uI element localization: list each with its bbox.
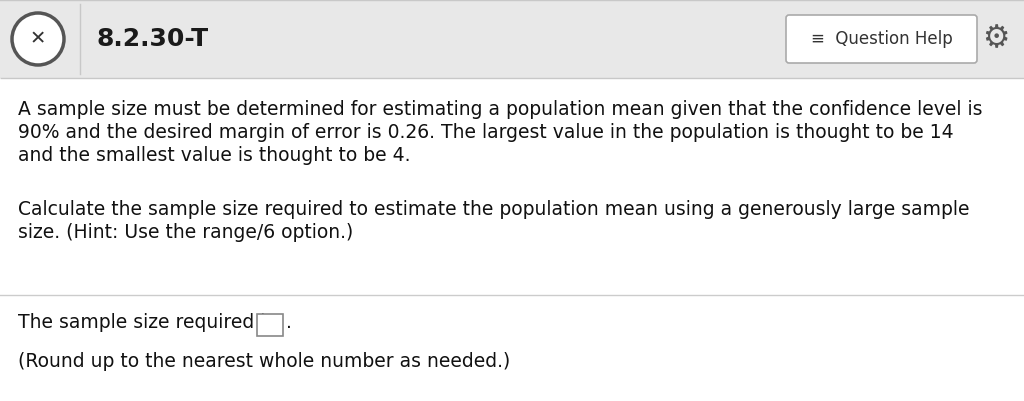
Text: ✕: ✕ (30, 30, 46, 49)
Bar (257, 314, 284, 336)
FancyBboxPatch shape (786, 15, 977, 63)
Text: and the smallest value is thought to be 4.: and the smallest value is thought to be … (18, 146, 411, 165)
Text: 90% and the desired margin of error is 0.26. The largest value in the population: 90% and the desired margin of error is 0… (18, 123, 953, 142)
Text: A sample size must be determined for estimating a population mean given that the: A sample size must be determined for est… (18, 100, 982, 119)
Text: (Round up to the nearest whole number as needed.): (Round up to the nearest whole number as… (18, 352, 510, 371)
Circle shape (12, 13, 63, 65)
Text: .: . (287, 313, 292, 332)
Text: Calculate the sample size required to estimate the population mean using a gener: Calculate the sample size required to es… (18, 200, 970, 219)
Bar (0, 0, 1024, 78)
Text: size. (Hint: Use the range/6 option.): size. (Hint: Use the range/6 option.) (18, 223, 353, 242)
Bar (0, 78, 1024, 401)
Text: 8.2.30-T: 8.2.30-T (96, 27, 208, 51)
Text: ⚙: ⚙ (982, 24, 1010, 53)
Text: ≡  Question Help: ≡ Question Help (811, 30, 952, 48)
Text: The sample size required is: The sample size required is (18, 313, 282, 332)
